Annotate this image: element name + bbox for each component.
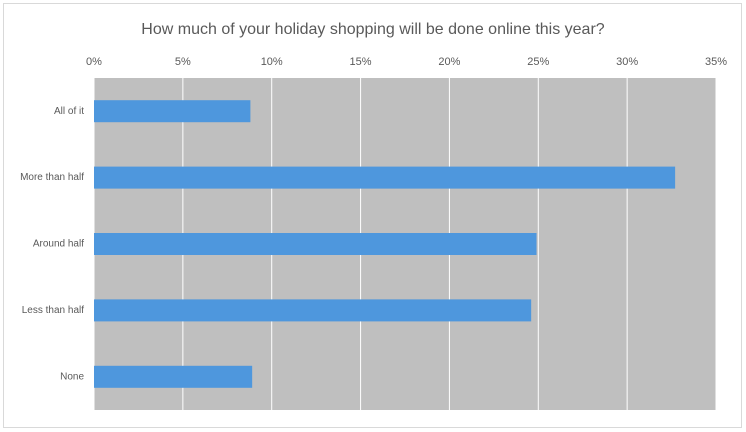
x-tick-label: 0%: [86, 56, 102, 68]
x-tick-label: 5%: [175, 56, 191, 68]
y-tick-label: None: [60, 371, 84, 382]
chart-title: How much of your holiday shopping will b…: [141, 21, 604, 38]
x-tick-label: 20%: [438, 56, 460, 68]
x-tick-label: 10%: [261, 56, 283, 68]
bar: [94, 299, 532, 322]
y-tick-label: Around half: [33, 239, 84, 250]
x-tick-label: 35%: [705, 56, 727, 68]
bar: [94, 166, 676, 189]
x-tick-label: 30%: [616, 56, 638, 68]
bar: [94, 100, 251, 123]
x-tick-label: 25%: [527, 56, 549, 68]
y-tick-label: More than half: [20, 172, 84, 183]
bar: [94, 365, 253, 388]
y-tick-label: All of it: [54, 106, 84, 117]
bar: [94, 233, 537, 255]
x-tick-label: 15%: [350, 56, 372, 68]
y-tick-label: Less than half: [22, 305, 84, 316]
